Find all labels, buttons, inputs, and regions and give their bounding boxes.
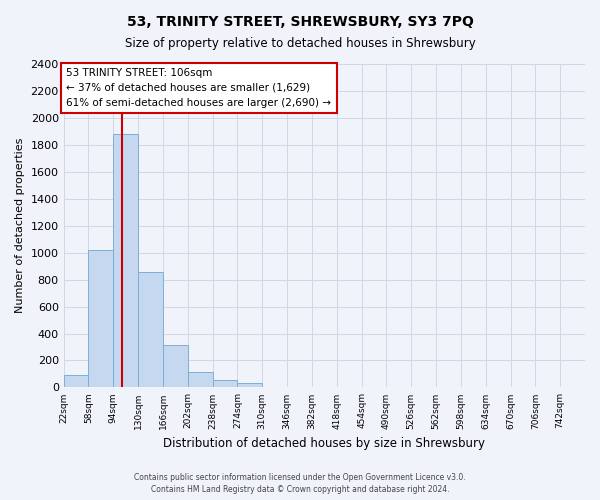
Text: 53 TRINITY STREET: 106sqm
← 37% of detached houses are smaller (1,629)
61% of se: 53 TRINITY STREET: 106sqm ← 37% of detac… [67, 68, 331, 108]
Bar [138, 272, 163, 388]
Text: 53, TRINITY STREET, SHREWSBURY, SY3 7PQ: 53, TRINITY STREET, SHREWSBURY, SY3 7PQ [127, 15, 473, 29]
Bar [113, 134, 138, 388]
Bar [188, 372, 212, 388]
Bar [238, 382, 262, 388]
Y-axis label: Number of detached properties: Number of detached properties [15, 138, 25, 314]
Bar [88, 250, 113, 388]
Text: Size of property relative to detached houses in Shrewsbury: Size of property relative to detached ho… [125, 38, 475, 51]
X-axis label: Distribution of detached houses by size in Shrewsbury: Distribution of detached houses by size … [163, 437, 485, 450]
Bar [64, 376, 88, 388]
Bar [212, 380, 238, 388]
Text: Contains public sector information licensed under the Open Government Licence v3: Contains public sector information licen… [134, 473, 466, 482]
Bar [163, 345, 188, 388]
Text: Contains HM Land Registry data © Crown copyright and database right 2024.: Contains HM Land Registry data © Crown c… [151, 485, 449, 494]
